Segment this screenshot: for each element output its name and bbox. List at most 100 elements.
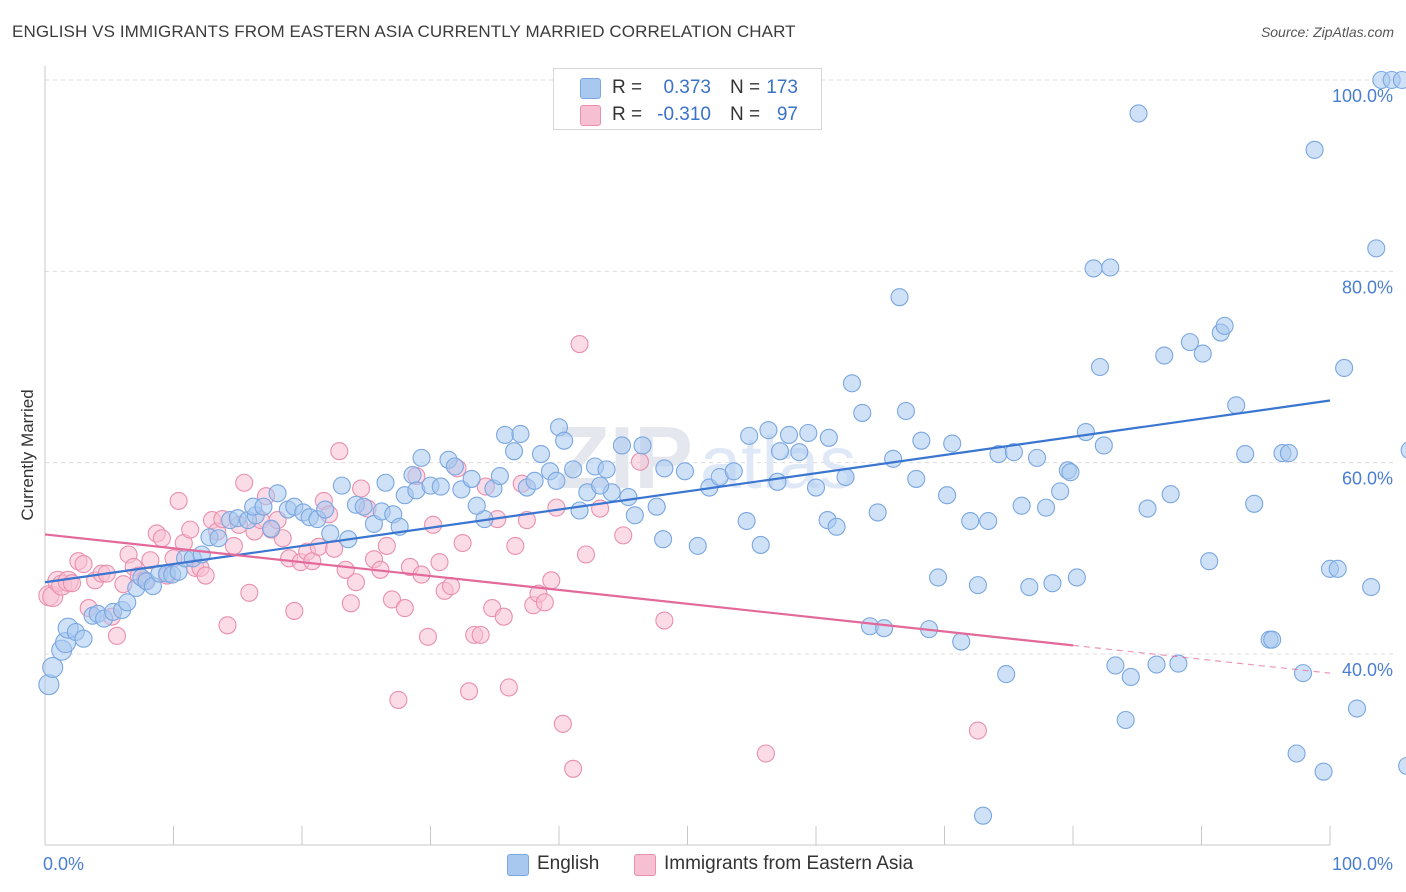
- data-point: [1279, 444, 1298, 463]
- data-point: [591, 476, 610, 495]
- data-point: [968, 576, 987, 595]
- data-point: [1161, 485, 1180, 504]
- data-point: [542, 571, 561, 590]
- data-point: [968, 721, 987, 740]
- data-point: [547, 498, 566, 517]
- data-point: [842, 374, 862, 393]
- data-point: [354, 497, 373, 516]
- data-point: [1215, 316, 1234, 335]
- data-point: [1061, 463, 1080, 482]
- data-point: [724, 462, 743, 481]
- data-point: [42, 656, 64, 678]
- data-point: [424, 515, 443, 534]
- n-label: N =: [730, 77, 761, 98]
- data-point: [531, 445, 551, 464]
- data-point: [442, 577, 461, 596]
- data-point: [459, 682, 479, 701]
- data-point: [1101, 258, 1120, 277]
- r-label: R =: [612, 77, 643, 98]
- data-point: [547, 471, 566, 490]
- data-point: [1398, 756, 1406, 775]
- legend-label-immigrants: Immigrants from Eastern Asia: [664, 853, 914, 874]
- data-point: [655, 459, 674, 478]
- grid-lines: [45, 79, 1393, 655]
- tick-labels: 40.0% 60.0% 80.0% 100.0% 0.0% 100.0%: [43, 86, 1393, 874]
- data-point: [169, 491, 188, 510]
- data-point: [389, 690, 408, 709]
- data-point: [1020, 577, 1039, 597]
- data-point: [912, 431, 931, 450]
- data-point: [181, 520, 200, 539]
- data-point: [1245, 494, 1264, 513]
- data-point: [1328, 559, 1347, 578]
- data-point: [890, 288, 909, 307]
- data-point: [806, 478, 826, 497]
- data-point: [346, 573, 366, 592]
- data-point: [943, 434, 962, 453]
- data-point: [938, 486, 957, 505]
- data-point: [224, 536, 243, 555]
- data-point: [1293, 664, 1313, 683]
- data-point: [553, 714, 572, 733]
- data-point: [614, 526, 633, 545]
- x-tick-label: 0.0%: [43, 854, 84, 874]
- data-point: [1347, 699, 1367, 718]
- series-english-points: [38, 70, 1406, 825]
- data-point: [597, 460, 616, 479]
- data-point: [1106, 656, 1125, 675]
- data-point: [1193, 344, 1212, 363]
- data-point: [332, 476, 351, 495]
- chart-title: ENGLISH VS IMMIGRANTS FROM EASTERN ASIA …: [12, 22, 796, 41]
- data-point: [1027, 448, 1047, 467]
- english-trend-line: [44, 399, 1331, 584]
- data-point: [525, 471, 544, 490]
- data-point: [1236, 445, 1255, 464]
- r-label: R =: [612, 104, 643, 125]
- data-point: [376, 473, 395, 492]
- data-point: [907, 469, 926, 488]
- data-point: [564, 759, 583, 778]
- data-point: [853, 403, 872, 422]
- data-point: [647, 497, 666, 516]
- data-point: [1051, 482, 1070, 501]
- immigrants-swatch: [580, 105, 601, 126]
- y-tick-label: 60.0%: [1342, 469, 1393, 489]
- data-point: [799, 423, 818, 443]
- data-point: [619, 488, 638, 507]
- data-point: [1121, 667, 1140, 687]
- english-swatch: [507, 854, 529, 876]
- data-point: [453, 533, 472, 553]
- data-point: [654, 530, 673, 549]
- axes: [44, 66, 1331, 846]
- data-point: [209, 529, 228, 548]
- data-point: [494, 607, 513, 626]
- y-tick-label: 40.0%: [1342, 660, 1393, 680]
- data-point: [768, 472, 787, 491]
- data-point: [737, 511, 756, 531]
- data-point: [756, 744, 775, 763]
- data-point: [341, 594, 360, 613]
- data-point: [235, 473, 254, 492]
- data-point: [1090, 357, 1110, 377]
- data-point: [827, 517, 846, 536]
- data-point: [1314, 762, 1333, 781]
- data-point: [655, 611, 674, 630]
- data-point: [430, 553, 449, 572]
- data-point: [490, 467, 509, 486]
- data-point: [445, 457, 464, 476]
- legend-row-english: R = 0.373 N = 173: [554, 75, 821, 103]
- data-point: [382, 590, 402, 609]
- data-point: [74, 629, 93, 648]
- data-point: [576, 545, 596, 564]
- data-point: [1227, 396, 1246, 415]
- data-point: [107, 626, 127, 645]
- data-point: [462, 469, 481, 488]
- data-point: [471, 625, 490, 644]
- y-tick-label: 80.0%: [1342, 277, 1393, 297]
- data-point: [896, 401, 916, 421]
- data-point: [675, 462, 694, 481]
- data-point: [1400, 441, 1406, 459]
- data-point: [309, 537, 328, 556]
- data-point: [262, 519, 281, 538]
- data-point: [1180, 333, 1199, 352]
